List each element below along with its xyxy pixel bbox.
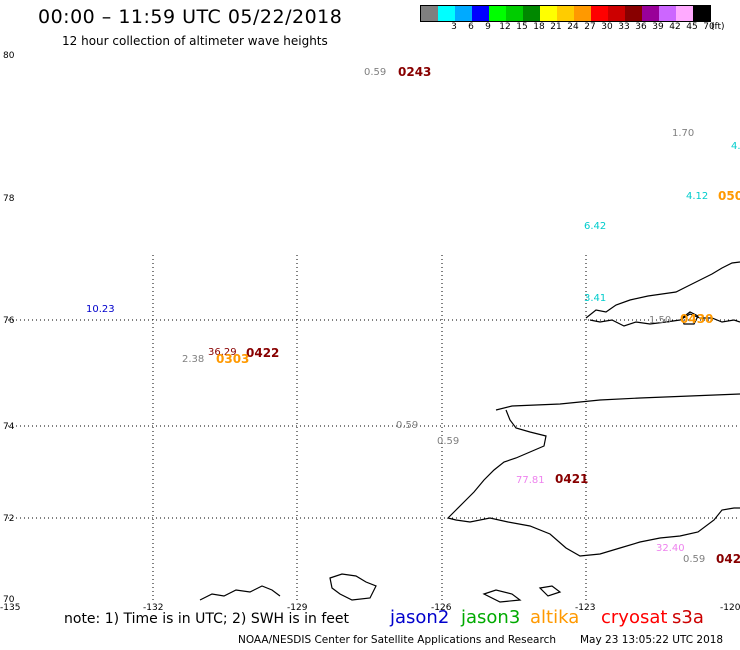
legend-swatch (625, 6, 642, 21)
coastline-banks-island-bay (589, 313, 740, 327)
coastline-banks-island-south (585, 261, 740, 319)
legend-swatch (693, 6, 710, 21)
wave-height-reading: 10.23 (86, 304, 115, 315)
legend-label: 33 (618, 22, 630, 32)
legend-swatch (557, 6, 574, 21)
legend-swatch (472, 6, 489, 21)
legend-unit-label: (ft) (711, 22, 725, 32)
lat-label-78: 78 (3, 194, 15, 204)
wave-height-reading: 77.81 (516, 475, 545, 486)
legend-swatch (455, 6, 472, 21)
lat-label-80: 80 (3, 51, 15, 61)
legend-label: 39 (652, 22, 664, 32)
legend-swatch (591, 6, 608, 21)
footer-credit: NOAA/NESDIS Center for Satellite Applica… (238, 634, 556, 646)
wave-height-reading: 1.50 (649, 315, 671, 326)
wave-height-reading: 1.70 (672, 128, 694, 139)
lon-label-126: -126 (431, 603, 452, 613)
legend-label: 18 (533, 22, 545, 32)
legend-swatch (659, 6, 676, 21)
lat-labels: 80 78 76 74 72 70 (3, 51, 15, 605)
legend-swatch (540, 6, 557, 21)
satellite-name-jason3: jason3 (461, 607, 521, 628)
lon-label-123: -123 (575, 603, 595, 613)
satellite-name-altika: altika (530, 607, 580, 628)
coastline-mainland-east (446, 409, 740, 557)
coastline-island-far-east (538, 585, 562, 597)
wave-height-reading: 32.40 (656, 543, 685, 554)
legend-swatch (506, 6, 523, 21)
legend-label: 24 (567, 22, 579, 32)
coastline-mainland-north (495, 393, 740, 411)
pass-time-label: 042 (716, 552, 740, 566)
footer-note: note: 1) Time is in UTC; 2) SWH is in fe… (64, 611, 350, 627)
legend-label: 36 (635, 22, 647, 32)
legend-label: 42 (669, 22, 681, 32)
pass-time-label: 0421 (555, 472, 588, 486)
lon-label-129: -129 (287, 603, 308, 613)
map-title: 00:00 – 11:59 UTC 05/22/2018 (38, 6, 343, 28)
lon-label-120: -120 (720, 603, 740, 613)
legend-label: 9 (485, 22, 491, 32)
lon-label-135: -135 (0, 603, 20, 613)
lat-label-74: 74 (3, 422, 15, 432)
satellite-name-s3a: s3a (672, 607, 704, 628)
wave-height-reading: 6.42 (584, 221, 606, 232)
legend-label: 21 (550, 22, 562, 32)
wave-height-reading: 0.59 (364, 67, 386, 78)
legend-swatch (489, 6, 506, 21)
legend-label: 45 (686, 22, 698, 32)
coastline-island-east (482, 589, 522, 603)
satellite-name-cryosat: cryosat (601, 607, 668, 628)
legend-label: 12 (499, 22, 511, 32)
wave-height-reading: 36.29 (208, 347, 237, 358)
coastline-small-island (681, 311, 699, 325)
footer-timestamp: May 23 13:05:22 UTC 2018 (580, 634, 724, 646)
legend-swatch (421, 6, 438, 21)
lat-label-76: 76 (3, 316, 15, 326)
legend-label: 30 (601, 22, 613, 32)
lat-label-70: 70 (3, 595, 15, 605)
legend-swatch (438, 6, 455, 21)
map-subtitle: 12 hour collection of altimeter wave hei… (62, 34, 328, 48)
pass-time-label: 0243 (398, 65, 431, 79)
legend-swatch (676, 6, 693, 21)
wave-height-reading: 0.59 (396, 420, 418, 431)
coastline (199, 261, 740, 603)
pass-time-label: 0430 (680, 312, 713, 326)
legend-label: 6 (468, 22, 474, 32)
legend-label: 15 (516, 22, 528, 32)
pass-time-label: 050 (718, 189, 740, 203)
legend-label: 3 (451, 22, 457, 32)
wave-height-reading: 2.38 (182, 354, 204, 365)
lat-label-72: 72 (3, 514, 14, 524)
pass-time-label: 0303 (216, 352, 249, 366)
legend-label: 27 (584, 22, 596, 32)
wave-height-reading: 0.59 (437, 436, 459, 447)
wave-height-reading: 4. (731, 141, 740, 152)
satellite-name-jason2: jason2 (390, 607, 450, 628)
legend-label: 70 (703, 22, 715, 32)
observations: 0.59 0243 1.70 4. 4.12 050 6.42 10.23 3.… (86, 65, 740, 566)
wave-height-reading: 4.12 (686, 191, 708, 202)
coastline-island-mid (329, 573, 377, 601)
color-scale-legend (420, 5, 711, 22)
legend-swatch (574, 6, 591, 21)
wave-height-reading: 0.59 (683, 554, 705, 565)
pass-time-label: 0422 (246, 346, 279, 360)
lon-label-132: -132 (143, 603, 163, 613)
lon-labels: -135 -132 -129 -126 -123 -120 (0, 603, 740, 613)
legend-swatch (608, 6, 625, 21)
coastline-island-west (199, 585, 281, 601)
legend-swatch (642, 6, 659, 21)
graticule (8, 255, 740, 600)
wave-height-reading: 3.41 (584, 293, 606, 304)
legend-swatch (523, 6, 540, 21)
